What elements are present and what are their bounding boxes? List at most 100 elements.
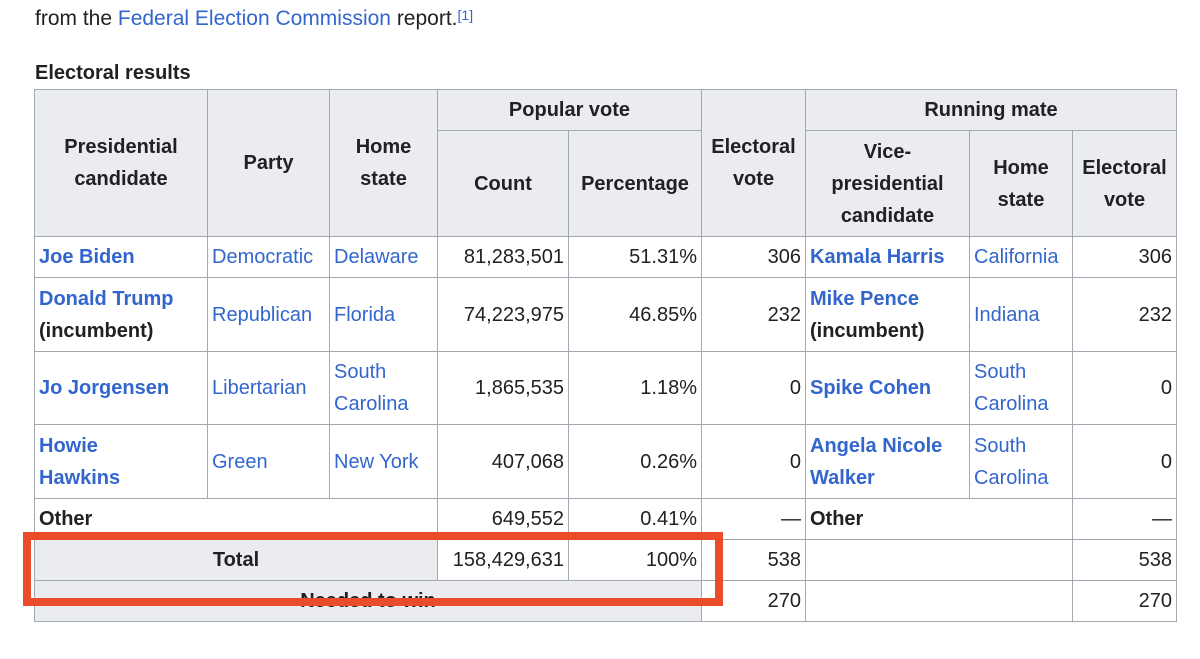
electoral-vote-cell: 0 (701, 424, 806, 499)
header-running-mate: Running mate (805, 89, 1177, 131)
state-cell: Florida (329, 277, 438, 352)
header-popular-vote: Popular vote (437, 89, 702, 131)
vp-link[interactable]: Kamala Harris (810, 246, 945, 268)
candidate-cell: Donald Trump (incumbent) (34, 277, 208, 352)
total-vp-empty (805, 539, 1073, 581)
electoral-results-table: Presidential candidate Party Home state Po… (34, 89, 1177, 622)
reference-link[interactable]: [1] (457, 7, 474, 23)
header-electoral-vote: Electoral vote (701, 89, 806, 237)
count-cell: 1,865,535 (437, 351, 569, 425)
other-electoral-vote: — (701, 498, 806, 540)
needed-row: Needed to win 270 270 (34, 580, 1177, 622)
vp-state-link[interactable]: South Carolina (974, 434, 1049, 489)
percentage-cell: 1.18% (568, 351, 702, 425)
other-vp-label: Other (805, 498, 1073, 540)
header-row-2: Count Percentage Vice-presidential candid… (35, 130, 1177, 237)
party-link[interactable]: Democratic (212, 246, 314, 268)
table-row: Jo Jorgensen Libertarian South Carolina 1… (34, 351, 1177, 425)
count-cell: 74,223,975 (437, 277, 569, 352)
percentage-cell: 0.26% (568, 424, 702, 499)
vp-link[interactable]: Angela Nicole Walker (810, 434, 943, 489)
other-vp-electoral-vote: — (1072, 498, 1177, 540)
needed-electoral-vote: 270 (701, 580, 806, 622)
vp-state-cell: South Carolina (969, 351, 1073, 425)
total-count: 158,429,631 (437, 539, 569, 581)
intro-prefix: from the (35, 7, 118, 30)
header-vp-candidate: Vice-presidential candidate (805, 130, 970, 237)
state-link[interactable]: Florida (334, 303, 396, 326)
count-cell: 407,068 (437, 424, 569, 499)
header-party: Party (207, 89, 330, 237)
state-cell: New York (329, 424, 438, 499)
total-vp-electoral-vote: 538 (1072, 539, 1177, 581)
candidate-link[interactable]: Jo Jorgensen (39, 377, 170, 399)
incumbent-note: (incumbent) (810, 319, 925, 342)
party-cell: Libertarian (207, 351, 330, 425)
other-count: 649,552 (437, 498, 569, 540)
vp-link[interactable]: Spike Cohen (810, 377, 932, 399)
header-candidate: Presidential candidate (34, 89, 208, 237)
vp-state-cell: Indiana (969, 277, 1073, 352)
header-count: Count (437, 130, 569, 237)
candidate-cell: Howie Hawkins (34, 424, 208, 499)
intro-suffix: report. (390, 7, 458, 30)
header-rm-home-state: Home state (969, 130, 1073, 237)
total-percentage: 100% (568, 539, 702, 581)
vp-state-link[interactable]: South Carolina (974, 361, 1049, 415)
total-row: Total 158,429,631 100% 538 538 (34, 539, 1177, 581)
vp-state-cell: South Carolina (969, 424, 1073, 499)
table-row: Howie Hawkins Green New York 407,068 0.26… (34, 424, 1177, 499)
table-caption: Electoral results (35, 62, 191, 84)
vp-state-cell: California (969, 236, 1073, 278)
party-link[interactable]: Republican (212, 303, 313, 326)
vp-electoral-vote-cell: 0 (1072, 424, 1177, 499)
candidate-cell: Joe Biden (34, 236, 208, 278)
percentage-cell: 46.85% (568, 277, 702, 352)
party-link[interactable]: Green (212, 450, 268, 473)
state-link[interactable]: New York (334, 450, 419, 473)
candidate-cell: Jo Jorgensen (34, 351, 208, 425)
party-cell: Republican (207, 277, 330, 352)
electoral-vote-cell: 306 (701, 236, 806, 278)
header-percentage: Percentage (568, 130, 702, 237)
fec-link[interactable]: Federal Election Commission (117, 7, 391, 30)
vp-state-link[interactable]: Indiana (974, 303, 1040, 326)
vp-state-link[interactable]: California (974, 246, 1059, 268)
state-link[interactable]: Delaware (334, 246, 419, 268)
party-cell: Green (207, 424, 330, 499)
vp-cell: Mike Pence (incumbent) (805, 277, 970, 352)
other-label: Other (34, 498, 438, 540)
vp-electoral-vote-cell: 0 (1072, 351, 1177, 425)
count-cell: 81,283,501 (437, 236, 569, 278)
other-row: Other 649,552 0.41% — Other — (34, 498, 1177, 540)
candidate-link[interactable]: Donald Trump (39, 287, 174, 310)
needed-vp-electoral-vote: 270 (1072, 580, 1177, 622)
incumbent-note: (incumbent) (39, 319, 154, 342)
intro-text: from the Federal Election Commission rep… (35, 4, 473, 34)
header-row-1: Presidential candidate Party Home state Po… (34, 89, 1177, 237)
party-link[interactable]: Libertarian (212, 377, 307, 399)
needed-vp-empty (805, 580, 1073, 622)
table-row: Joe Biden Democratic Delaware 81,283,501… (34, 236, 1177, 278)
party-cell: Democratic (207, 236, 330, 278)
needed-label: Needed to win (34, 580, 702, 622)
vp-cell: Spike Cohen (805, 351, 970, 425)
state-cell: South Carolina (329, 351, 438, 425)
header-rm-electoral-vote: Electoral vote (1072, 130, 1177, 237)
candidate-link[interactable]: Howie Hawkins (39, 434, 121, 489)
vp-electoral-vote-cell: 306 (1072, 236, 1177, 278)
total-electoral-vote: 538 (701, 539, 806, 581)
percentage-cell: 51.31% (568, 236, 702, 278)
electoral-vote-cell: 232 (701, 277, 806, 352)
candidate-link[interactable]: Joe Biden (39, 246, 135, 268)
header-home-state: Home state (329, 89, 438, 237)
state-cell: Delaware (329, 236, 438, 278)
total-label: Total (34, 539, 438, 581)
vp-cell: Kamala Harris (805, 236, 970, 278)
vp-electoral-vote-cell: 232 (1072, 277, 1177, 352)
vp-link[interactable]: Mike Pence (810, 287, 919, 310)
vp-cell: Angela Nicole Walker (805, 424, 970, 499)
state-link[interactable]: South Carolina (334, 361, 409, 415)
electoral-vote-cell: 0 (701, 351, 806, 425)
other-percentage: 0.41% (568, 498, 702, 540)
